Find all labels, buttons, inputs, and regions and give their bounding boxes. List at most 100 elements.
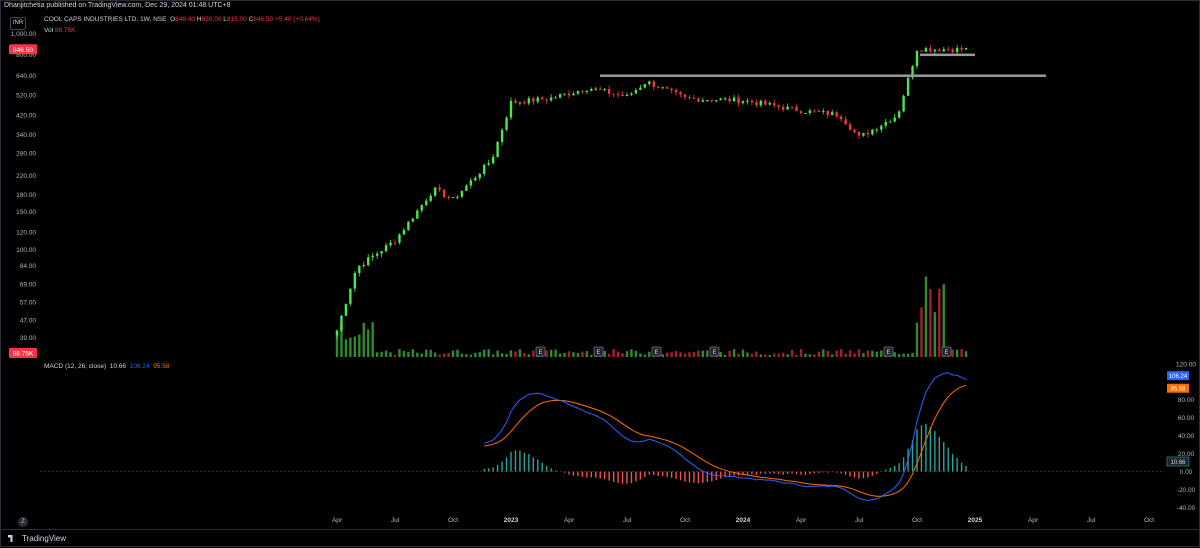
candle [661, 87, 663, 88]
candle [621, 95, 623, 96]
volume-bar [635, 351, 637, 357]
candle [809, 110, 811, 113]
tradingview-logo: TradingView [8, 534, 66, 543]
volume-bar [876, 352, 878, 357]
price-tick-label: 39.00 [20, 335, 37, 342]
macd-histogram-bar [894, 466, 895, 472]
volume-bar [394, 355, 396, 357]
macd-histogram-bar [649, 472, 650, 475]
goto-realtime-icon[interactable]: Z [18, 517, 28, 527]
time-tick-label: 2024 [736, 517, 751, 524]
time-tick-label: Jul [623, 517, 632, 524]
candle [951, 50, 953, 52]
candle [487, 163, 489, 165]
candle [461, 191, 463, 197]
macd-histogram-bar [640, 472, 641, 480]
hist-value-badge-label: 10.66 [1170, 460, 1186, 466]
volume-bar [956, 350, 958, 357]
brand-name: TradingView [22, 534, 66, 543]
volume-bar [818, 352, 820, 357]
volume-bar [760, 354, 762, 357]
candle [675, 90, 677, 92]
candle [336, 331, 338, 336]
macd-histogram-bar [488, 468, 489, 471]
volume-bar [920, 307, 922, 357]
candle [813, 110, 815, 111]
volume-bar [728, 351, 730, 357]
candle [670, 89, 672, 90]
macd-histogram-bar [600, 472, 601, 479]
volume-bar [938, 289, 940, 357]
macd-histogram-bar [867, 472, 868, 478]
macd-histogram-bar [965, 466, 966, 472]
volume-bar [416, 353, 418, 357]
volume-bar [461, 354, 463, 357]
macd-histogram-bar [595, 472, 596, 478]
volume-bar [398, 349, 400, 357]
macd-histogram-bar [747, 472, 748, 475]
macd-histogram-bar [546, 466, 547, 472]
volume-bar [795, 355, 797, 357]
candle [554, 98, 556, 99]
volume-bar [867, 350, 869, 357]
tradingview-icon [8, 535, 18, 542]
candle [831, 112, 833, 115]
candle [559, 94, 561, 97]
candle [644, 84, 646, 87]
volume-bar [438, 354, 440, 357]
candle [943, 49, 945, 51]
volume-bar [358, 335, 360, 357]
volume-bar [809, 354, 811, 357]
earnings-marker-label: E [886, 350, 890, 356]
macd-histogram-bar [854, 472, 855, 478]
volume-bar [688, 352, 690, 357]
candle [367, 257, 369, 265]
volume-bar [456, 350, 458, 357]
volume-bar [434, 352, 436, 357]
candle [800, 111, 802, 113]
candle [773, 103, 775, 105]
candle [438, 188, 440, 190]
price-tick-label: 420.00 [16, 112, 36, 119]
candle [697, 99, 699, 102]
volume-bar [470, 355, 472, 357]
candle [572, 94, 574, 96]
candle [550, 98, 552, 101]
candle [822, 111, 824, 112]
candle [345, 304, 347, 316]
volume-bar [835, 350, 837, 357]
macd-histogram-bar [845, 472, 846, 475]
candle [849, 124, 851, 130]
candle [956, 48, 958, 52]
volume-bar [483, 350, 485, 357]
candle [827, 111, 829, 115]
macd-histogram-bar [680, 472, 681, 481]
volume-bar [831, 354, 833, 357]
candle [688, 97, 690, 98]
volume-bar [528, 354, 530, 357]
volume-bar [519, 349, 521, 357]
volume-bar [751, 354, 753, 357]
macd-histogram-bar [568, 472, 569, 475]
earnings-marker-label: E [538, 350, 542, 356]
macd-histogram-bar [898, 463, 899, 471]
macd-histogram-bar [671, 472, 672, 478]
macd-histogram-bar [666, 472, 667, 477]
volume-bar [769, 355, 771, 357]
candle [867, 133, 869, 134]
volume-bar [827, 351, 829, 357]
candle [389, 243, 391, 245]
volume-bar [670, 352, 672, 357]
macd-histogram-bar [956, 458, 957, 472]
volume-bar [630, 349, 632, 357]
time-tick-label: Oct [1144, 517, 1154, 524]
candle [519, 102, 521, 103]
volume-bar [577, 353, 579, 357]
volume-bar [679, 352, 681, 357]
volume-bar [880, 350, 882, 357]
candle [818, 111, 820, 112]
volume-bar [965, 351, 967, 357]
price-tick-label: 280.00 [16, 150, 36, 157]
candle [416, 211, 418, 219]
